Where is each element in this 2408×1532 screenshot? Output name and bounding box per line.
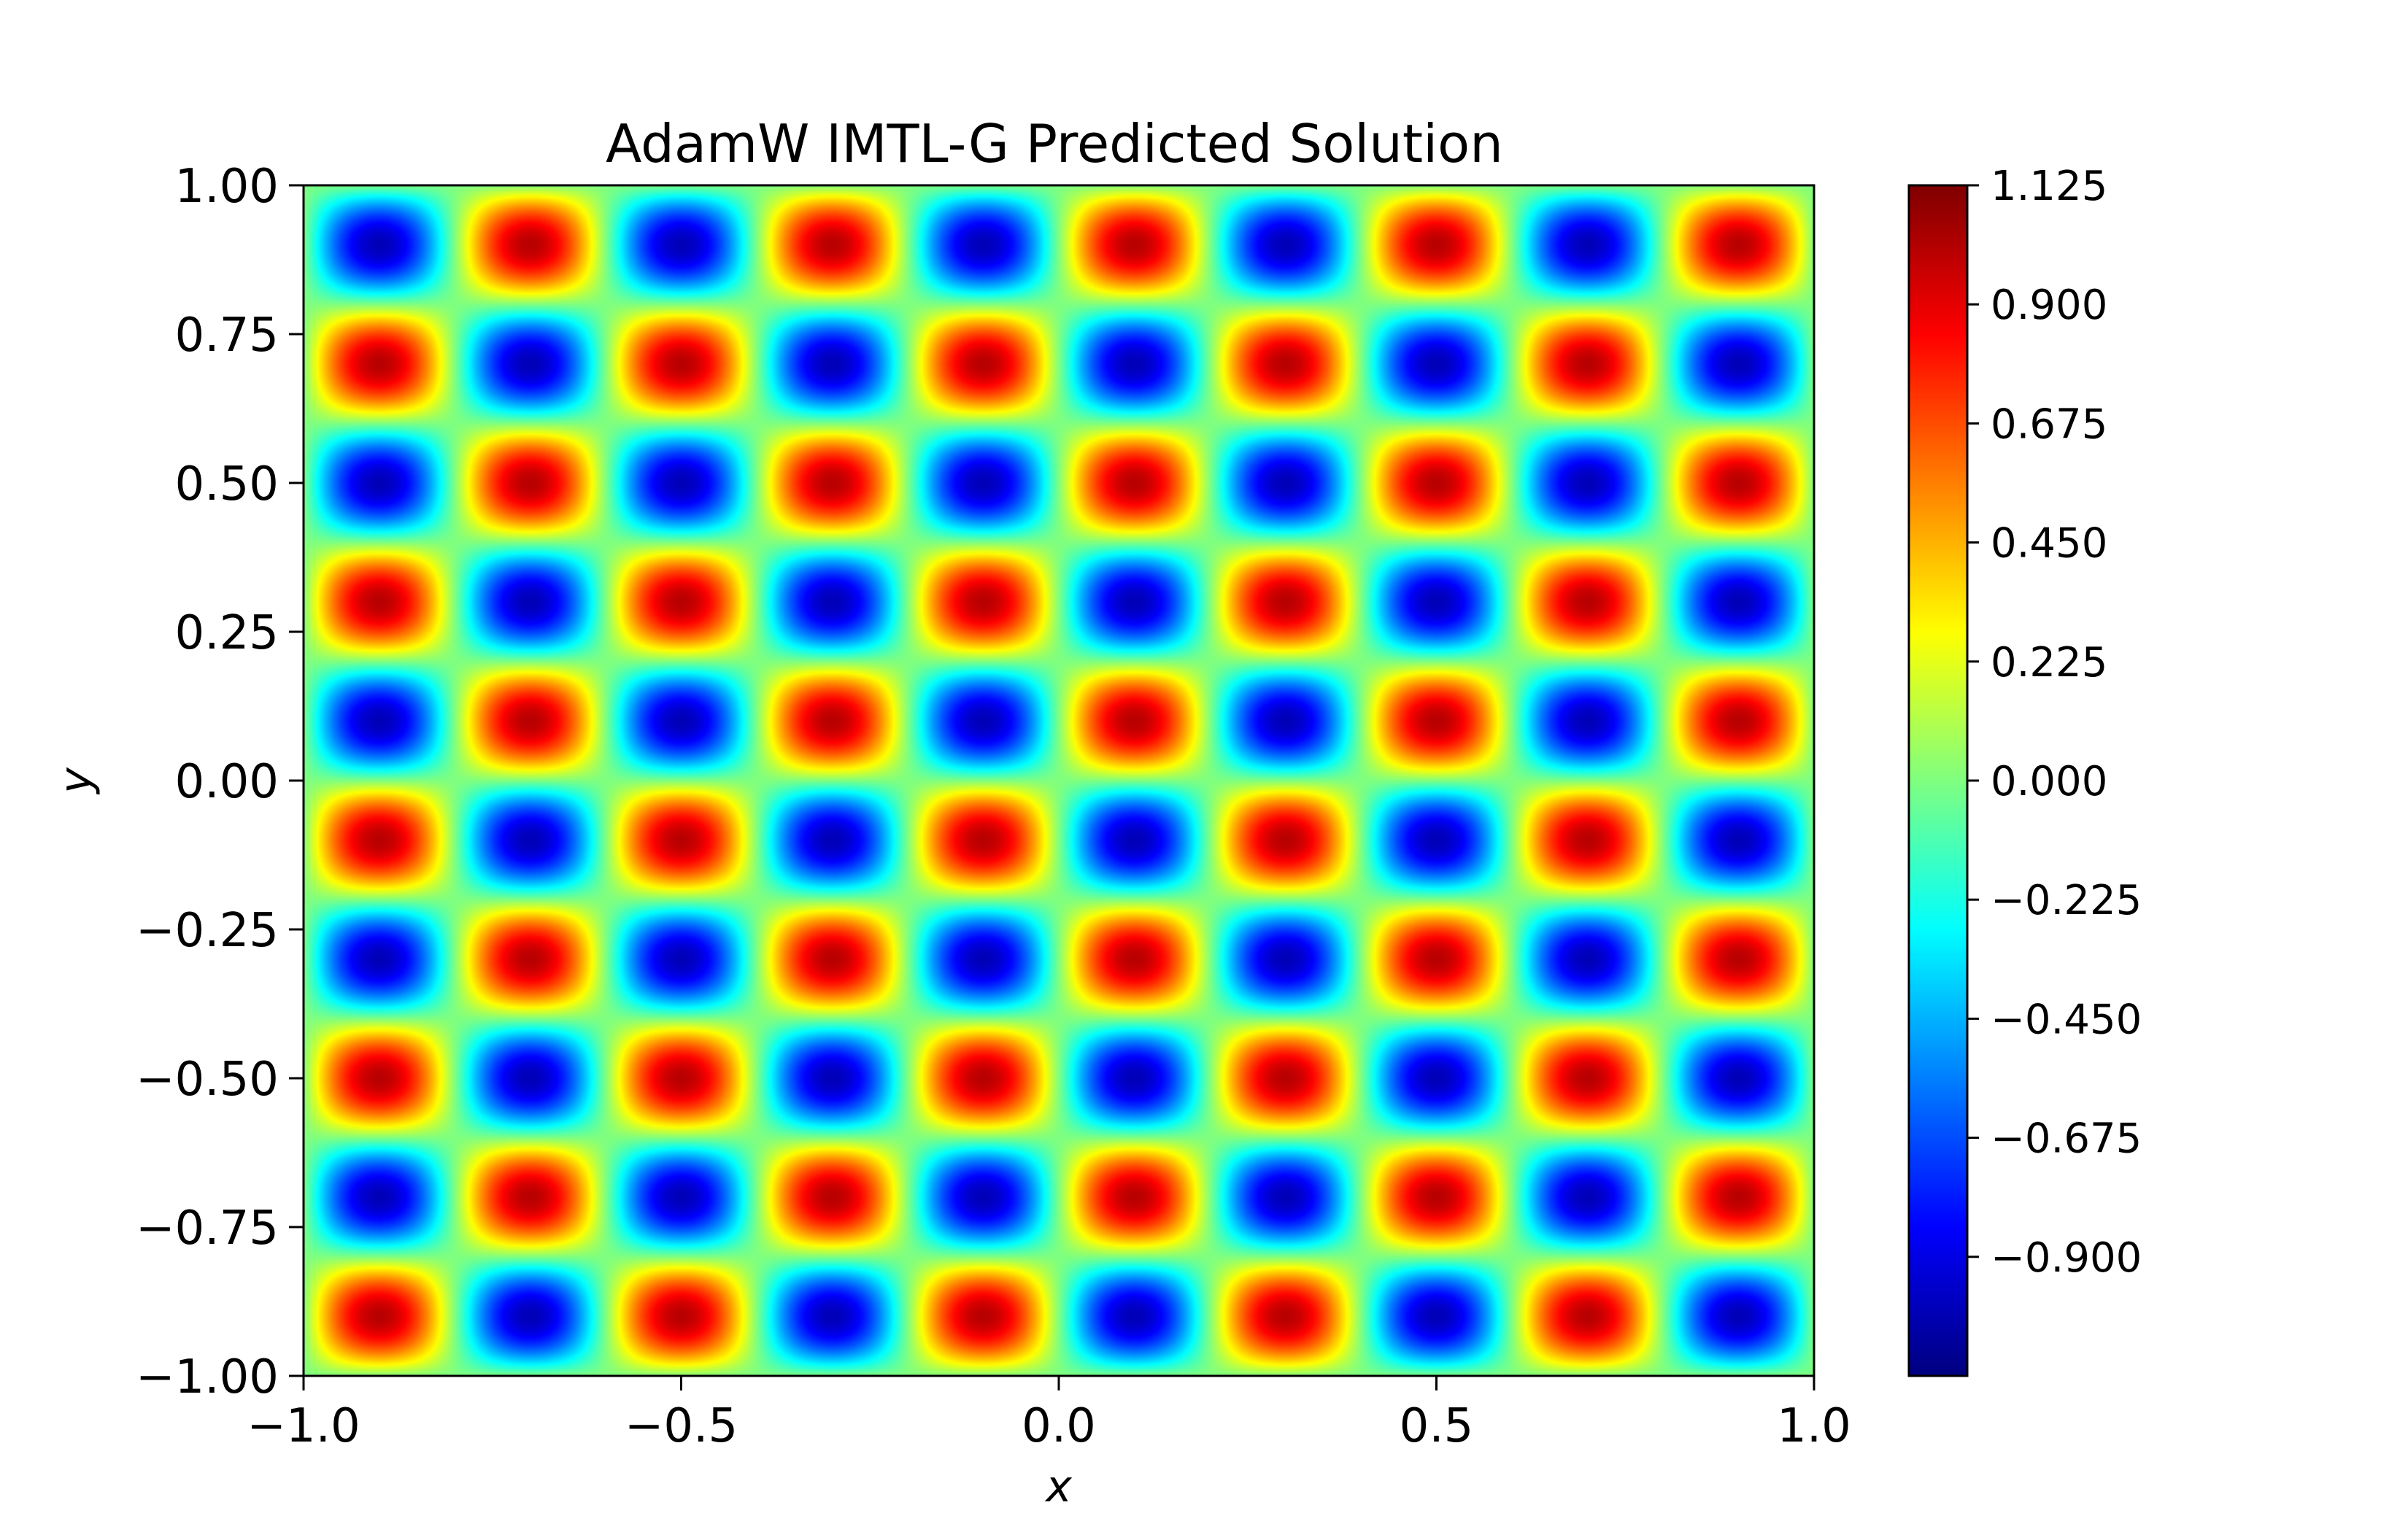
colorbar-tick-label: −0.900 — [1991, 1234, 2142, 1282]
colorbar-tick-label: 0.000 — [1991, 758, 2107, 805]
y-tick-label: 1.00 — [175, 160, 279, 214]
colorbar-tick-label: −0.675 — [1991, 1115, 2142, 1163]
x-axis: −1.0 −0.5 0.0 0.5 1.0 — [247, 1376, 1851, 1453]
chart-title: AdamW IMTL-G Predicted Solution — [606, 113, 1503, 174]
y-tick-label: −0.50 — [136, 1053, 279, 1107]
x-tick-label: 0.5 — [1400, 1399, 1474, 1453]
y-tick-label: −0.75 — [136, 1202, 279, 1256]
x-tick-label: 0.0 — [1022, 1399, 1096, 1453]
y-axis-label: y — [50, 767, 101, 795]
y-tick-label: 0.75 — [175, 309, 279, 363]
y-tick-label: −1.00 — [136, 1350, 279, 1404]
y-tick-label: −0.25 — [136, 904, 279, 958]
heatmap-image — [304, 185, 1814, 1376]
colorbar-tick-label: 1.125 — [1991, 163, 2107, 210]
y-tick-label: 0.25 — [175, 606, 279, 660]
plot-area — [302, 184, 1815, 1377]
colorbar-tick-label: 0.450 — [1991, 520, 2107, 568]
colorbar-tick-label: 0.900 — [1991, 282, 2107, 329]
colorbar-tick-label: −0.450 — [1991, 996, 2142, 1043]
y-tick-label: 0.50 — [175, 457, 279, 511]
x-tick-label: 1.0 — [1777, 1399, 1851, 1453]
colorbar-ticks: 1.125 0.900 0.675 0.450 0.225 0.000 −0.225 −0.4… — [1967, 163, 2142, 1282]
y-axis: −1.00 −0.75 −0.50 −0.25 0.00 0.25 0.50 0.75 1.00 — [136, 160, 304, 1404]
y-tick-label: 0.00 — [175, 755, 279, 809]
colorbar-gradient — [1909, 185, 1967, 1376]
colorbar: 1.125 0.900 0.675 0.450 0.225 0.000 −0.225 −0.4… — [1907, 163, 2142, 1377]
x-tick-label: −1.0 — [247, 1399, 360, 1453]
colorbar-tick-label: 0.675 — [1991, 401, 2107, 448]
x-axis-label: x — [1044, 1461, 1072, 1512]
x-tick-label: −0.5 — [625, 1399, 738, 1453]
colorbar-tick-label: 0.225 — [1991, 639, 2107, 686]
colorbar-tick-label: −0.225 — [1991, 877, 2142, 924]
